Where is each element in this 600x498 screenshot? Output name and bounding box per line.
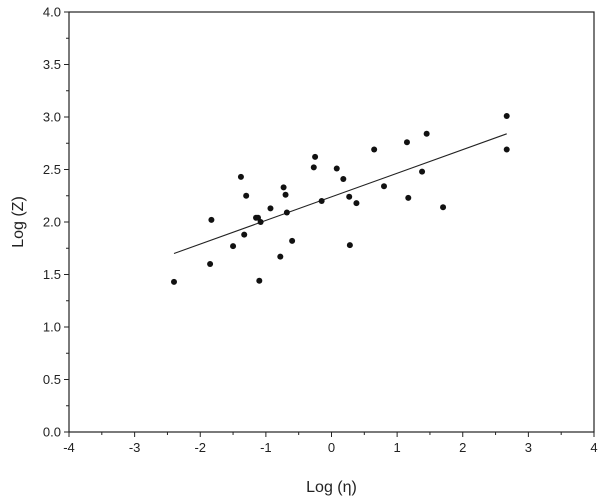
x-tick-label: 2: [459, 440, 466, 455]
data-point: [346, 193, 353, 200]
y-tick-label: 1.0: [43, 320, 61, 335]
x-tick-label: -4: [63, 440, 75, 455]
x-tick-label: 4: [590, 440, 597, 455]
y-axis-title: Log (Z): [10, 196, 27, 248]
y-tick-label: 0.5: [43, 372, 61, 387]
data-point: [207, 261, 214, 267]
data-point: [171, 278, 177, 285]
data-point: [340, 175, 347, 182]
data-point: [237, 173, 244, 180]
y-tick-label: 4.0: [43, 5, 61, 20]
y-tick-label: 0.0: [43, 425, 61, 440]
data-point: [503, 146, 510, 153]
x-tick-label: -3: [129, 440, 141, 455]
data-point: [503, 112, 510, 119]
data-point: [346, 242, 353, 249]
data-point: [280, 184, 287, 191]
x-axis-title: Log (η): [306, 479, 357, 496]
data-point: [257, 219, 264, 225]
y-tick-label: 2.0: [43, 215, 61, 230]
y-tick-label: 2.5: [43, 162, 61, 177]
data-point: [267, 205, 274, 212]
data-point: [381, 183, 387, 190]
x-tick-label: 3: [525, 440, 532, 455]
regression-line: [173, 133, 507, 255]
x-tick-label: 0: [328, 440, 335, 455]
y-tick-label: 3.0: [43, 110, 61, 125]
y-tick-label: 3.5: [43, 57, 61, 72]
x-tick-label: 1: [394, 440, 401, 455]
data-point: [423, 130, 430, 137]
data-point: [241, 231, 248, 238]
data-point: [371, 146, 378, 153]
data-point: [277, 253, 284, 260]
data-point: [405, 194, 412, 201]
data-point: [208, 216, 215, 223]
data-point: [283, 209, 290, 216]
data-point: [243, 192, 250, 199]
data-point: [289, 237, 296, 244]
data-point: [403, 139, 410, 146]
x-tick-label: -2: [194, 440, 206, 455]
data-point: [312, 153, 319, 160]
data-point: [353, 200, 360, 207]
data-point: [419, 168, 426, 175]
data-point: [282, 191, 289, 198]
plot-frame: [68, 11, 595, 433]
data-point: [333, 165, 340, 172]
data-point: [256, 277, 263, 284]
x-tick-label: -1: [260, 440, 272, 455]
data-point: [440, 204, 447, 211]
data-point: [318, 198, 325, 204]
y-tick-label: 1.5: [43, 267, 61, 282]
data-point: [310, 164, 317, 171]
data-point: [230, 243, 237, 250]
